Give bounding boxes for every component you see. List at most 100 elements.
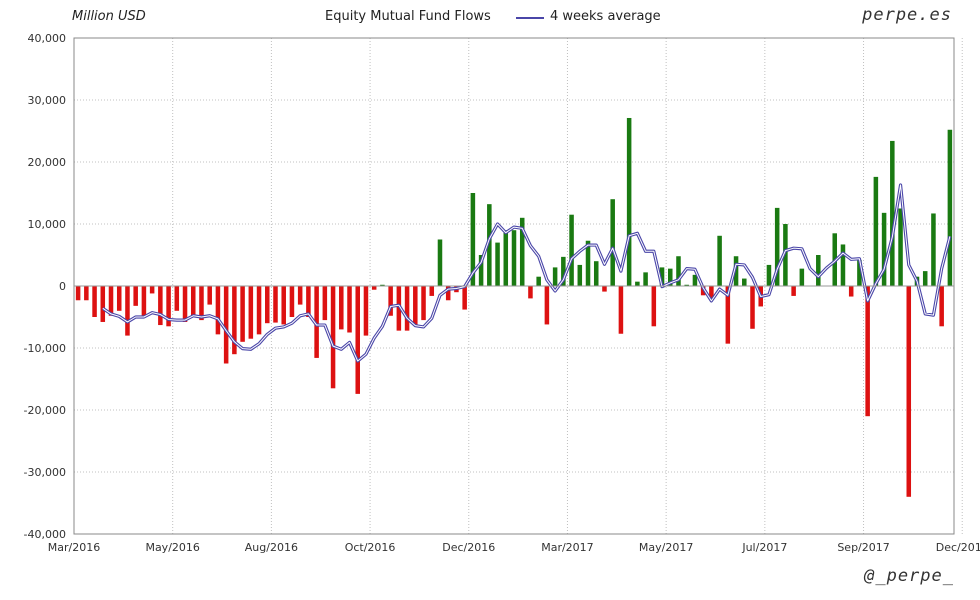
flow-bar [676,256,681,286]
x-tick-label: May/2017 [639,541,693,554]
axes: -40,000 -30,000 -20,000 -10,000 0 10,000 20,00… [24,32,980,554]
average-line [101,183,952,363]
flow-bar [569,214,574,286]
flow-bar [725,286,731,344]
flow-bar [840,244,846,286]
y-tick-label: 30,000 [28,94,67,107]
flow-bar [922,271,928,286]
flow-bar [470,193,476,286]
x-tick-label: Jul/2017 [741,541,787,554]
y-unit-label: Million USD [72,9,146,24]
legend-label: 4 weeks average [550,9,661,24]
y-tick-label: 10,000 [28,218,67,231]
x-tick-label: Dec/2016 [442,541,495,554]
y-tick-label: -40,000 [24,528,66,541]
x-tick-label: Mar/2017 [541,541,593,554]
flow-bar [388,286,393,316]
y-tick-label: 0 [59,280,66,293]
flow-bar [281,286,286,325]
flow-bar [593,261,599,286]
flow-bar [898,208,903,286]
twitter-handle: @_perpe_ [864,566,954,586]
flow-bar [528,286,533,299]
y-tick-label: 40,000 [28,32,67,45]
flow-bar [610,199,615,286]
flow-bar [783,224,788,286]
x-tick-label: Sep/2017 [837,541,889,554]
flow-bar [355,286,360,394]
flow-bar [158,286,163,326]
flow-bar [495,242,500,286]
flow-bar [207,286,212,305]
site-watermark: perpe.es [862,5,952,25]
flow-bar [240,286,245,342]
flow-bar [602,286,607,292]
flow-bar [561,256,566,286]
average-line-layer [101,183,952,363]
y-tick-label: 20,000 [28,156,67,169]
flow-bar [709,286,714,299]
flow-bar [799,268,805,286]
flow-bar [363,286,369,336]
flow-bar [108,286,114,316]
flow-bar [478,255,484,286]
average-line-highlight [102,184,951,362]
flow-bar [618,286,624,334]
flow-bar [396,286,402,331]
x-tick-label: Mar/2016 [48,541,100,554]
flow-bar [421,286,426,321]
y-tick-label: -20,000 [24,404,66,417]
flow-bar [890,140,895,286]
flow-bar [684,284,689,286]
bars [75,117,953,497]
flow-bar [125,286,130,336]
flow-bar [577,264,583,286]
flow-bar [692,274,698,286]
flow-bar [774,207,780,286]
flow-bar [503,230,509,286]
flow-bar [643,272,648,286]
flow-bar [215,286,221,335]
flow-bar [931,213,936,286]
flow-bar [626,117,632,286]
flow-bar [816,255,821,286]
flow-bar [906,286,912,497]
flow-bar [371,286,377,290]
flow-bar [733,256,739,286]
flow-bar [536,276,541,286]
flow-bar [248,286,254,339]
flow-bar [223,286,229,364]
flow-bar [939,286,944,327]
flow-bar [791,286,796,296]
legend: 4 weeks average [516,9,661,24]
flow-bar [848,286,854,297]
flow-bar [750,286,755,329]
flow-bar [84,286,89,301]
flow-bar [149,286,155,294]
flow-bar [75,286,81,301]
flow-bar [289,286,295,317]
y-tick-label: -30,000 [24,466,66,479]
flow-bar [857,259,862,286]
flow-bar [659,267,665,286]
legend-line-swatch [516,16,544,19]
flow-bar [141,286,147,316]
flow-bar [445,286,451,301]
flow-bar [511,230,517,286]
flow-bar [330,286,336,389]
flow-bar [881,212,887,286]
chart-title: Equity Mutual Fund Flows [325,9,491,24]
flow-bar [552,267,558,286]
flow-bar [182,286,188,322]
flow-bar [297,286,303,305]
flow-bar [314,286,319,358]
flow-bar [199,286,204,321]
flow-bar [256,286,262,335]
flow-bar [100,286,106,322]
flow-bar [668,268,673,286]
flow-bar [717,235,722,286]
flow-bar [544,286,550,325]
flow-bar [873,176,879,286]
x-tick-label: Oct/2016 [345,541,396,554]
